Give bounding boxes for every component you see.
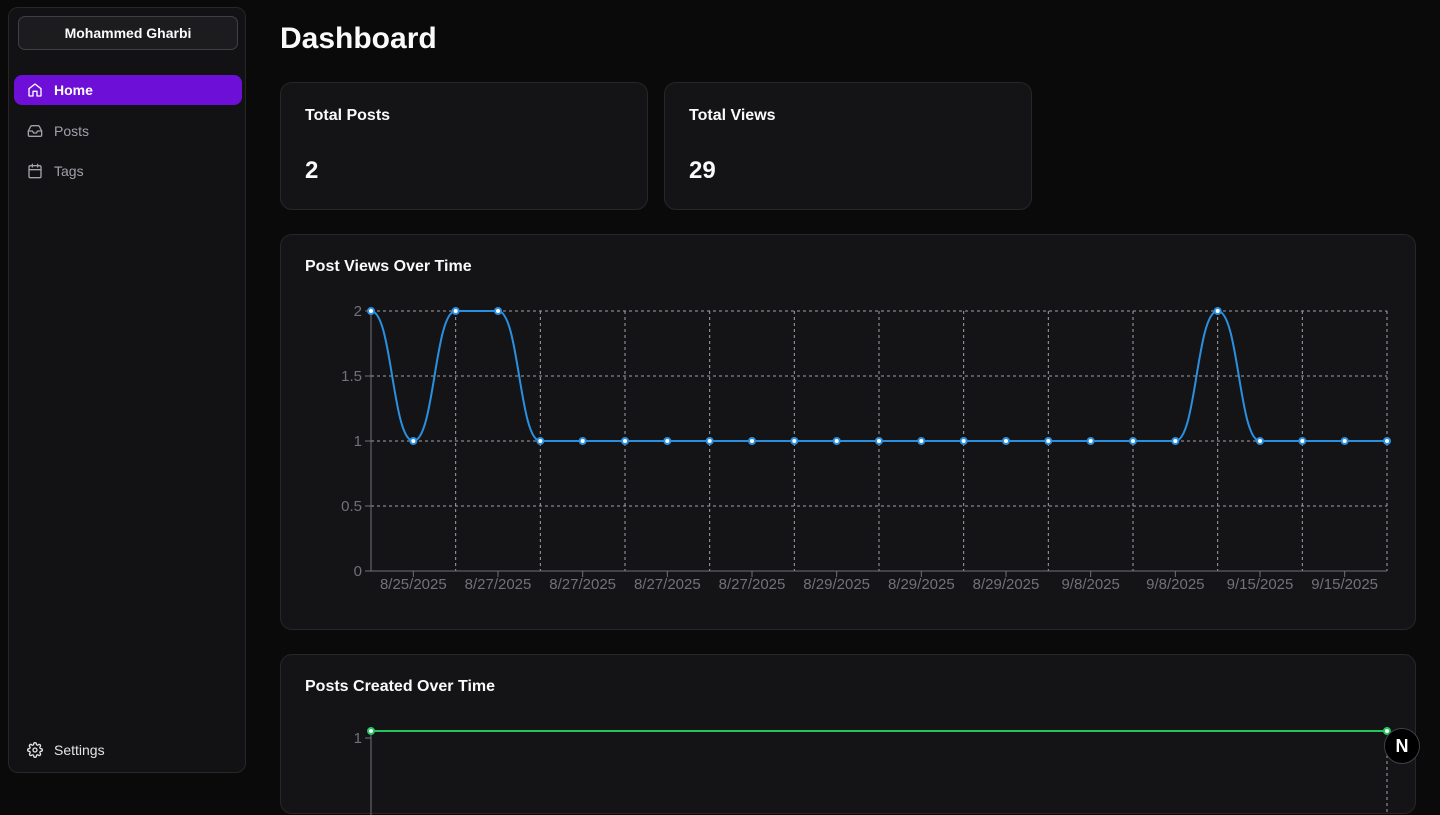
stat-label: Total Posts bbox=[305, 107, 391, 124]
data-point bbox=[536, 437, 545, 445]
y-tick-label: 1 bbox=[354, 730, 362, 747]
y-tick-label: 2 bbox=[354, 303, 362, 320]
data-point bbox=[917, 437, 926, 445]
x-tick-label: 8/29/2025 bbox=[973, 576, 1040, 593]
data-point bbox=[1171, 437, 1180, 445]
posts-created-chart: 1 bbox=[354, 727, 1391, 815]
data-point bbox=[367, 727, 375, 735]
data-point bbox=[1044, 437, 1053, 445]
data-point bbox=[748, 437, 756, 445]
page-title: Dashboard bbox=[280, 22, 437, 55]
chart-title: Post Views Over Time bbox=[305, 258, 472, 275]
data-point bbox=[663, 437, 672, 445]
stat-card-total-views: Total Views 29 bbox=[664, 82, 1032, 210]
stat-label: Total Views bbox=[689, 107, 776, 124]
sidebar: Mohammed Gharbi Home Posts Tags Settings bbox=[8, 7, 246, 773]
sidebar-item-label: Home bbox=[54, 82, 93, 98]
sidebar-item-tags[interactable]: Tags bbox=[14, 156, 242, 186]
sidebar-item-posts[interactable]: Posts bbox=[14, 116, 242, 146]
data-point bbox=[1002, 437, 1010, 445]
x-tick-label: 8/27/2025 bbox=[634, 576, 701, 593]
x-tick-label: 9/15/2025 bbox=[1227, 576, 1294, 593]
x-tick-label: 8/29/2025 bbox=[888, 576, 955, 593]
y-tick-label: 1.5 bbox=[341, 368, 362, 385]
data-point bbox=[1086, 437, 1095, 445]
data-point bbox=[790, 437, 799, 445]
data-point bbox=[1340, 437, 1349, 445]
data-point bbox=[409, 437, 418, 445]
y-tick-label: 0 bbox=[354, 563, 362, 580]
x-tick-label: 8/27/2025 bbox=[549, 576, 616, 593]
calendar-icon bbox=[27, 163, 43, 179]
sidebar-item-label: Tags bbox=[54, 163, 84, 179]
data-point bbox=[705, 437, 714, 445]
gear-icon bbox=[27, 742, 43, 758]
home-icon bbox=[27, 82, 43, 98]
data-point bbox=[1213, 307, 1222, 315]
stat-value: 2 bbox=[305, 157, 319, 184]
x-tick-label: 8/27/2025 bbox=[465, 576, 532, 593]
y-tick-label: 1 bbox=[354, 433, 362, 450]
data-point bbox=[578, 437, 587, 445]
data-point bbox=[494, 307, 502, 315]
data-point bbox=[1383, 437, 1391, 445]
x-tick-label: 8/29/2025 bbox=[803, 576, 870, 593]
nextjs-dev-tools-button[interactable]: N bbox=[1384, 728, 1420, 764]
data-point bbox=[1129, 437, 1137, 445]
x-tick-label: 9/8/2025 bbox=[1061, 576, 1119, 593]
data-point bbox=[1298, 437, 1307, 445]
data-point bbox=[1256, 437, 1264, 445]
data-point bbox=[832, 437, 841, 445]
data-point bbox=[959, 437, 968, 445]
x-tick-label: 9/8/2025 bbox=[1146, 576, 1204, 593]
data-point bbox=[875, 437, 883, 445]
user-menu-button[interactable]: Mohammed Gharbi bbox=[18, 16, 238, 50]
data-point bbox=[451, 307, 460, 315]
x-tick-label: 8/27/2025 bbox=[719, 576, 786, 593]
x-tick-label: 8/25/2025 bbox=[380, 576, 447, 593]
chart-title: Posts Created Over Time bbox=[305, 678, 496, 695]
sidebar-item-label: Settings bbox=[54, 742, 105, 758]
data-point bbox=[621, 437, 629, 445]
sidebar-item-home[interactable]: Home bbox=[14, 75, 242, 105]
sidebar-item-settings[interactable]: Settings bbox=[14, 735, 242, 765]
post-views-chart: 0 0.5 1 1.5 2 8/25/2025 8/27/2025 8/27/2025 8/27… bbox=[341, 303, 1391, 593]
posts-created-chart-card: Posts Created Over Time 1 bbox=[280, 654, 1416, 815]
inbox-icon bbox=[27, 123, 43, 139]
data-point bbox=[367, 307, 375, 315]
sidebar-item-label: Posts bbox=[54, 123, 90, 139]
stat-card-total-posts: Total Posts 2 bbox=[280, 82, 648, 210]
x-tick-label: 9/15/2025 bbox=[1311, 576, 1378, 593]
stat-value: 29 bbox=[689, 157, 716, 184]
post-views-chart-card: Post Views Over Time 0 0.5 1 1.5 2 8/25/2025 8… bbox=[280, 234, 1416, 630]
y-tick-label: 0.5 bbox=[341, 498, 362, 515]
